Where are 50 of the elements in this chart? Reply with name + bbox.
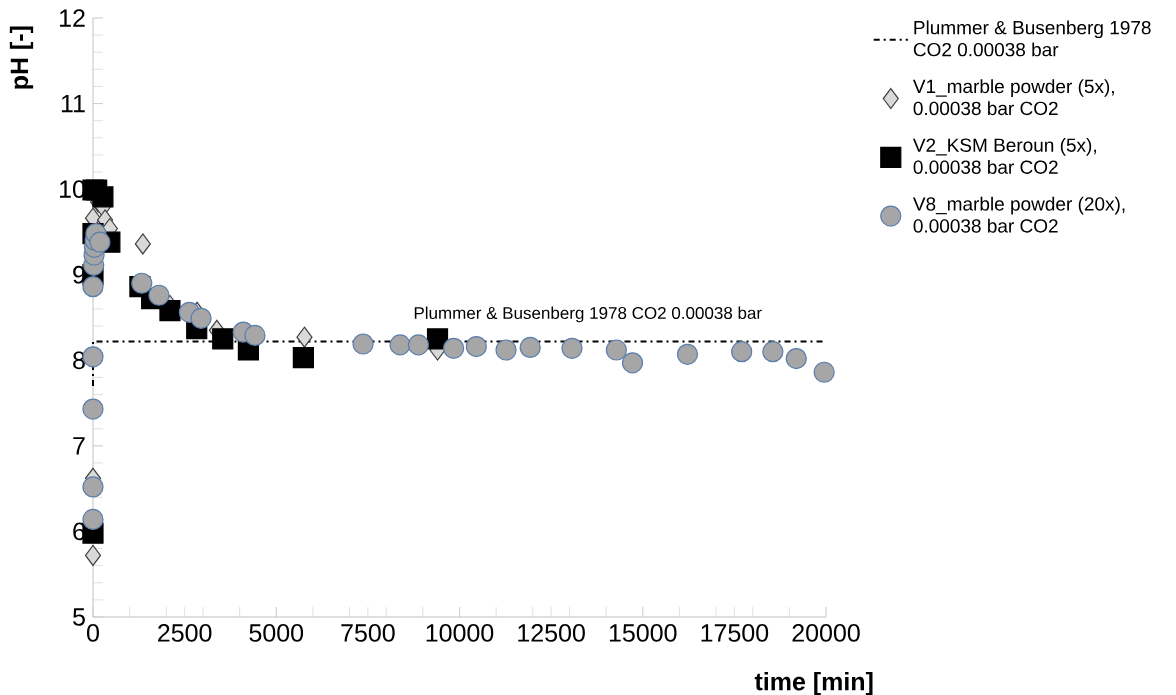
y-tick-label: 7 — [73, 437, 85, 455]
x-tick-label: 12500 — [518, 624, 585, 642]
point — [407, 334, 430, 356]
point — [519, 336, 541, 359]
point — [82, 398, 104, 420]
x-tick-label: 7500 — [341, 624, 395, 642]
point — [296, 326, 313, 348]
point — [212, 328, 234, 350]
point — [676, 343, 699, 365]
point — [292, 347, 314, 369]
point — [813, 361, 835, 383]
point — [82, 508, 104, 531]
y-tick-label: 5 — [73, 608, 85, 626]
x-tick-label: 5000 — [249, 624, 304, 642]
x-axis-title: time [min] — [754, 672, 873, 695]
point — [621, 352, 644, 374]
point — [82, 276, 104, 298]
point — [159, 300, 181, 322]
x-tick-label: 15000 — [609, 624, 677, 642]
point — [495, 339, 517, 361]
legend-label: V1_marble powder (5x), 0.00038 bar CO2 — [912, 79, 1114, 116]
point — [89, 231, 111, 253]
point — [762, 341, 784, 363]
point — [352, 333, 374, 355]
x-tick-label: 2500 — [158, 624, 212, 642]
y-axis-title: pH [-] — [9, 26, 34, 89]
point — [134, 233, 151, 255]
legend-label: V8_marble powder (20x), 0.00038 bar CO2 — [912, 196, 1125, 233]
x-tick-label: 0 — [87, 624, 99, 642]
point — [785, 347, 807, 370]
point — [561, 337, 583, 359]
point — [244, 324, 266, 347]
point — [731, 341, 753, 363]
point — [389, 334, 411, 356]
x-tick-label: 10000 — [426, 624, 494, 642]
point — [443, 337, 465, 359]
annotation: Plummer & Busenberg 1978 CO2 0.00038 bar — [414, 306, 762, 323]
x-tick-label: 20000 — [792, 624, 860, 642]
y-tick-label: 12 — [60, 9, 85, 27]
point — [84, 544, 102, 566]
point — [148, 284, 170, 306]
point — [190, 307, 212, 329]
point — [465, 335, 487, 358]
x-tick-label: 17500 — [701, 624, 769, 642]
point — [92, 186, 114, 208]
y-tick-label: 11 — [61, 94, 85, 113]
point — [605, 339, 627, 361]
legend-label: V2_KSM Beroun (5x), 0.00038 bar CO2 — [912, 137, 1096, 174]
point — [82, 476, 104, 498]
legend-label: Plummer & Busenberg 1978 CO2 0.00038 bar — [913, 20, 1151, 57]
